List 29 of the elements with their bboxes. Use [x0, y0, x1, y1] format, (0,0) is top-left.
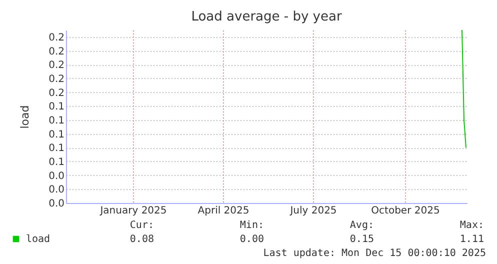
x-tick-label: April 2025: [198, 206, 250, 216]
y-tick-label: 0.2: [48, 74, 64, 85]
text: 1.11: [460, 234, 484, 245]
y-tick-label: 0.1: [48, 102, 64, 113]
y-tick-label: 0.1: [48, 156, 64, 168]
text: Cur:: [130, 220, 154, 231]
y-tick-label: 0.2: [48, 32, 64, 44]
text: Avg:: [350, 220, 374, 231]
y-tick-label: 0.2: [48, 88, 64, 99]
text: Min:: [240, 220, 264, 231]
x-tick-label: October 2025: [371, 206, 440, 216]
text: Last update: Mon Dec 15 00:00:10 2025: [263, 248, 486, 259]
text: 0.00: [240, 234, 264, 245]
chart-title: Load average - by year: [191, 10, 342, 24]
y-tick-label: 0.0: [48, 184, 64, 196]
x-tick-label: January 2025: [99, 206, 167, 216]
text: 0.15: [350, 234, 374, 245]
y-tick-label: 0.0: [48, 198, 64, 210]
y-tick-label: 0.0: [48, 170, 64, 182]
text: 0.08: [130, 234, 154, 245]
x-tick-label: July 2025: [289, 206, 337, 216]
y-tick-label: 0.2: [48, 60, 64, 72]
y-tick-label: 0.2: [48, 46, 64, 58]
y-tick-label: 0.1: [48, 129, 64, 140]
y-axis-title: load: [18, 105, 32, 129]
text: Max:: [460, 220, 484, 231]
y-tick-label: 0.1: [48, 143, 64, 154]
y-tick-label: 0.1: [48, 115, 64, 126]
legend-label: load: [26, 234, 50, 245]
